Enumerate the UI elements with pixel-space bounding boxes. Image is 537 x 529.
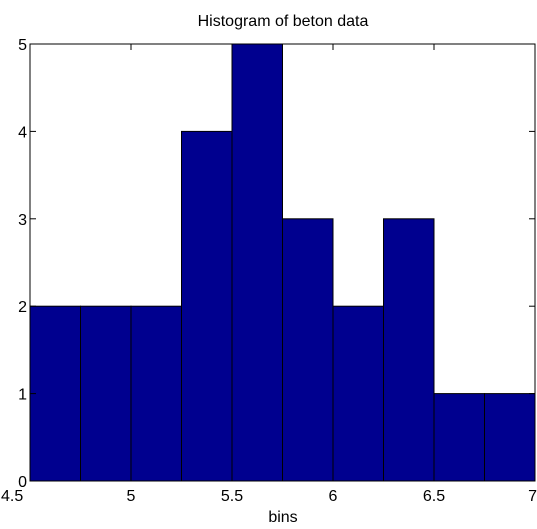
y-tick-label: 3 [18, 212, 27, 229]
histogram-bar [282, 218, 334, 482]
plot-frame [29, 43, 536, 482]
y-tick-label: 2 [18, 299, 27, 316]
x-axis-label: bins [268, 509, 297, 526]
x-tick-label: 5.5 [221, 488, 243, 505]
histogram-bar [332, 305, 384, 482]
y-tick-label: 1 [18, 387, 27, 404]
ticks-group [29, 43, 536, 482]
x-tick-label: 4.5 [1, 488, 23, 505]
x-tick-label: 7 [528, 488, 537, 505]
y-tick-label: 0 [18, 474, 27, 491]
y-tick-label: 4 [18, 124, 27, 141]
histogram-bar [433, 393, 485, 482]
x-tick-label: 6 [329, 488, 338, 505]
histogram-bar [383, 218, 435, 482]
chart-title: Histogram of beton data [198, 13, 369, 30]
histogram-bar [29, 305, 81, 482]
bars-group [29, 43, 536, 482]
histogram-bar [130, 305, 182, 482]
histogram-bar [181, 130, 233, 482]
x-tick-label: 5 [127, 488, 136, 505]
histogram-bar [231, 43, 283, 482]
histogram-bar [484, 393, 536, 482]
y-tick-label: 5 [18, 37, 27, 54]
x-tick-label: 6.5 [423, 488, 445, 505]
histogram-bar [80, 305, 132, 482]
y-tick-labels: 0 1 2 3 4 5 [18, 37, 27, 491]
x-tick-labels: 4.5 5 5.5 6 6.5 7 [1, 488, 537, 505]
